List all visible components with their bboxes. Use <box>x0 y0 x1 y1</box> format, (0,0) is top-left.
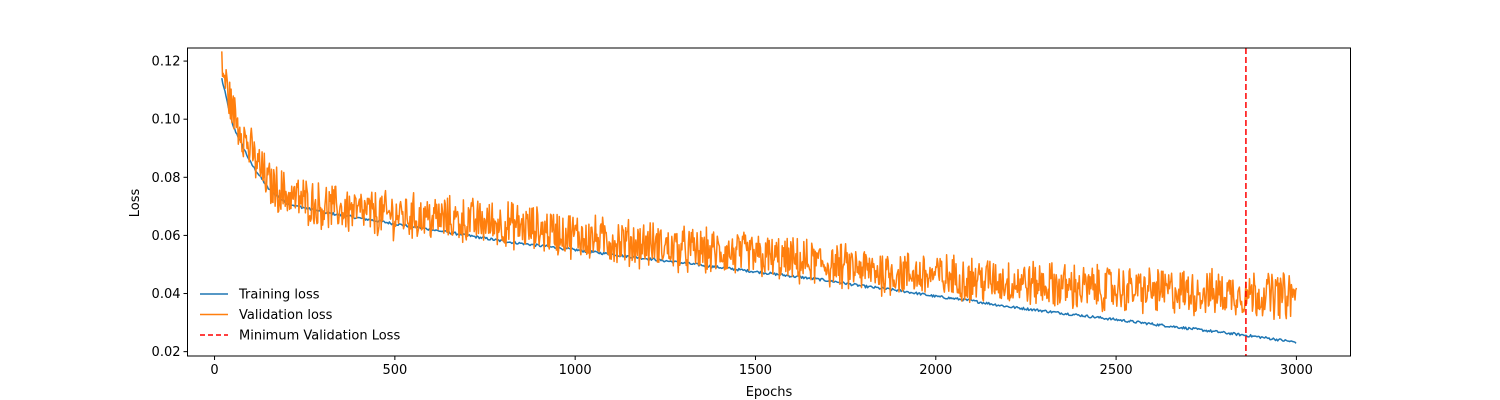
y-tick-label: 0.12 <box>152 55 181 70</box>
y-tick-label: 0.08 <box>152 171 181 186</box>
x-tick-label: 1000 <box>559 363 592 378</box>
legend-label-training-loss: Training loss <box>238 288 320 303</box>
series-line-validation-loss <box>221 51 1298 321</box>
x-axis-label: Epochs <box>746 385 793 400</box>
legend: Training loss Validation loss Minimum Vali… <box>200 288 400 344</box>
y-axis-label: Loss <box>128 189 143 218</box>
x-tick-label: 2500 <box>1100 363 1133 378</box>
x-tick-label: 500 <box>382 363 407 378</box>
x-tick-label: 1500 <box>739 363 772 378</box>
legend-label-validation-loss: Validation loss <box>239 308 333 323</box>
x-tick-label: 3000 <box>1280 363 1313 378</box>
x-tick-label: 2000 <box>919 363 952 378</box>
y-axis: 0.02 0.04 0.06 0.08 0.10 0.12 <box>152 55 188 360</box>
y-tick-label: 0.02 <box>152 345 181 360</box>
y-tick-label: 0.04 <box>152 287 181 302</box>
y-tick-label: 0.10 <box>152 113 181 128</box>
y-tick-label: 0.06 <box>152 229 181 244</box>
x-tick-label: 0 <box>210 363 218 378</box>
x-axis: 0 500 1000 1500 2000 2500 3000 <box>210 356 1313 378</box>
axes-frame <box>187 47 1351 357</box>
legend-label-minimum-validation-loss: Minimum Validation Loss <box>239 329 400 344</box>
series-line-training-loss <box>221 77 1297 344</box>
plot-area <box>221 48 1298 356</box>
